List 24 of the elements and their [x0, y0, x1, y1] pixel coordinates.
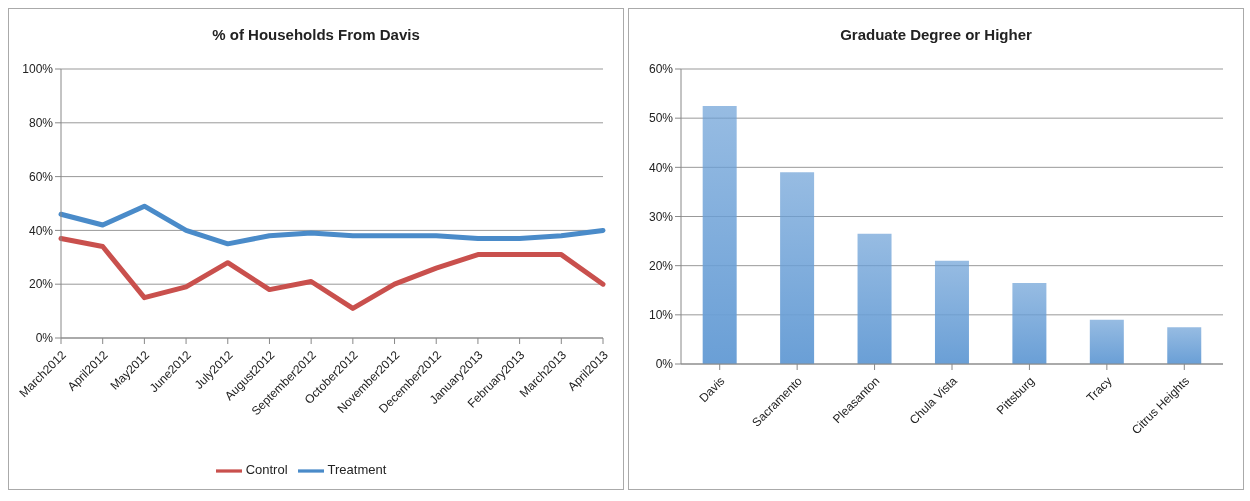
y-tick-label: 40% — [28, 223, 54, 238]
y-tick-label: 20% — [648, 258, 674, 273]
bar — [702, 105, 737, 364]
bar — [934, 260, 969, 364]
y-tick-label: 20% — [28, 277, 54, 292]
y-tick-label: 60% — [648, 62, 674, 77]
legend-label: Treatment — [327, 462, 387, 478]
bar — [1167, 327, 1202, 364]
chart-title: % of Households From Davis — [212, 25, 420, 43]
bar — [1089, 319, 1124, 364]
y-tick-label: 80% — [28, 116, 54, 131]
chart-title: Graduate Degree or Higher — [840, 25, 1032, 43]
bar — [780, 172, 815, 364]
y-tick-label: 30% — [648, 209, 674, 224]
y-tick-label: 40% — [648, 160, 674, 175]
legend-label: Control — [245, 462, 288, 478]
bar — [1012, 282, 1047, 364]
y-tick-label: 0% — [35, 331, 54, 346]
y-tick-label: 0% — [655, 357, 674, 372]
y-tick-label: 50% — [648, 111, 674, 126]
y-tick-label: 60% — [28, 169, 54, 184]
y-tick-label: 100% — [22, 62, 54, 77]
y-tick-label: 10% — [648, 308, 674, 323]
bar — [857, 233, 892, 364]
